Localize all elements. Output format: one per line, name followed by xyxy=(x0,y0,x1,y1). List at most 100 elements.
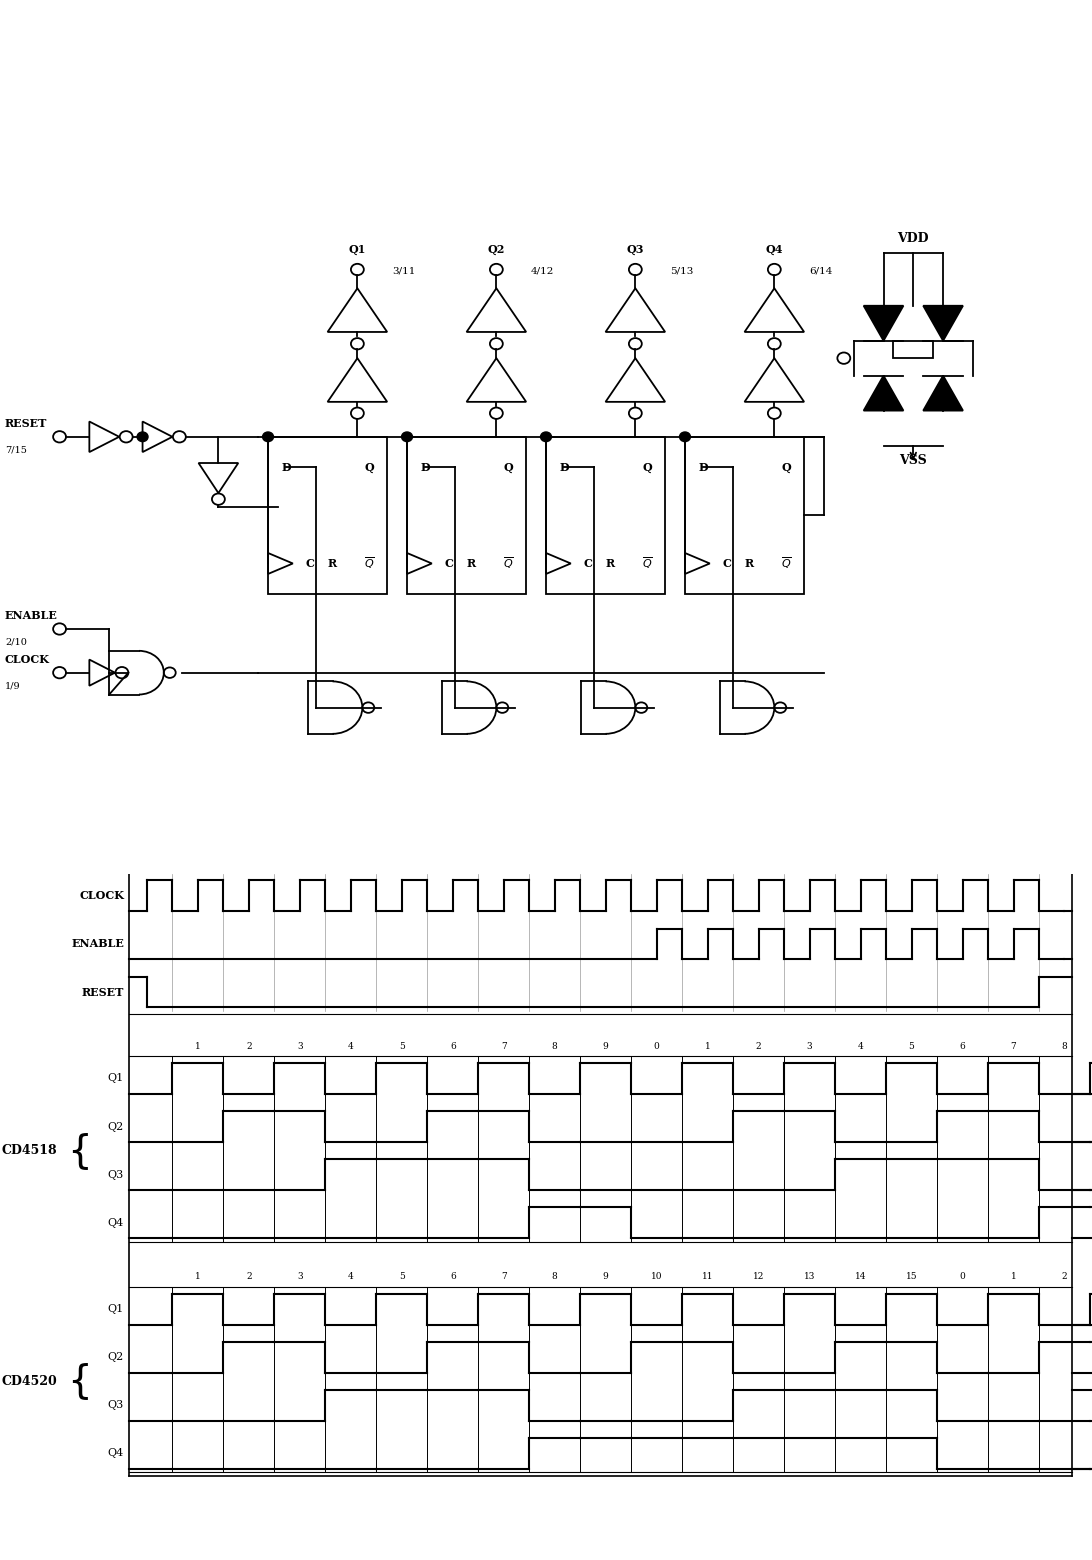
Text: 1: 1 xyxy=(1010,1273,1017,1281)
Text: 5/13: 5/13 xyxy=(670,267,693,275)
Text: $\overline{Q}$: $\overline{Q}$ xyxy=(503,555,513,571)
Text: 4: 4 xyxy=(348,1042,354,1051)
Polygon shape xyxy=(90,421,119,452)
Text: VDD: VDD xyxy=(898,231,929,245)
Text: 5: 5 xyxy=(909,1042,914,1051)
Text: 2: 2 xyxy=(246,1273,251,1281)
Text: 4/12: 4/12 xyxy=(531,267,555,275)
Text: 14: 14 xyxy=(855,1273,866,1281)
Text: Q2: Q2 xyxy=(488,243,506,256)
Circle shape xyxy=(679,432,690,441)
Text: 5: 5 xyxy=(399,1042,405,1051)
Text: 13: 13 xyxy=(804,1273,816,1281)
Text: D: D xyxy=(420,462,429,473)
Text: D: D xyxy=(281,462,290,473)
Polygon shape xyxy=(864,376,903,410)
Text: 3/11: 3/11 xyxy=(392,267,415,275)
Bar xyxy=(546,437,665,594)
Text: 7/15: 7/15 xyxy=(5,446,27,454)
Text: R: R xyxy=(745,558,755,569)
Text: 1/9: 1/9 xyxy=(5,682,21,690)
Circle shape xyxy=(138,432,149,441)
Text: 3: 3 xyxy=(297,1042,302,1051)
Text: Q1: Q1 xyxy=(108,1304,124,1314)
Text: 6: 6 xyxy=(450,1042,455,1051)
Polygon shape xyxy=(864,306,903,340)
Polygon shape xyxy=(90,660,115,686)
Text: 8: 8 xyxy=(551,1042,558,1051)
Text: $\overline{Q}$: $\overline{Q}$ xyxy=(364,555,375,571)
Text: 8: 8 xyxy=(1061,1042,1067,1051)
Text: Q4: Q4 xyxy=(108,1218,124,1228)
Text: Q4: Q4 xyxy=(108,1448,124,1459)
Bar xyxy=(268,437,388,594)
Text: RESET: RESET xyxy=(5,418,47,429)
Text: ENABLE: ENABLE xyxy=(71,939,124,950)
Text: Q: Q xyxy=(503,462,513,473)
Text: 4: 4 xyxy=(857,1042,864,1051)
Text: R: R xyxy=(328,558,337,569)
Text: ENABLE: ENABLE xyxy=(5,610,58,621)
Text: VSS: VSS xyxy=(900,454,927,468)
Text: $\overline{Q}$: $\overline{Q}$ xyxy=(781,555,792,571)
Text: 15: 15 xyxy=(905,1273,917,1281)
Text: Q2: Q2 xyxy=(108,1353,124,1362)
Text: 7: 7 xyxy=(1010,1042,1017,1051)
Bar xyxy=(407,437,526,594)
Text: C: C xyxy=(583,558,592,569)
Text: 5: 5 xyxy=(399,1273,405,1281)
Text: Q4: Q4 xyxy=(765,243,783,256)
Text: 2: 2 xyxy=(1061,1273,1067,1281)
Text: 1: 1 xyxy=(195,1273,201,1281)
Circle shape xyxy=(541,432,551,441)
Circle shape xyxy=(402,432,413,441)
Text: CLOCK: CLOCK xyxy=(5,654,50,665)
Text: R: R xyxy=(467,558,476,569)
Text: 8: 8 xyxy=(551,1273,558,1281)
Text: Q1: Q1 xyxy=(348,243,366,256)
Text: Q: Q xyxy=(642,462,652,473)
Text: Q: Q xyxy=(365,462,375,473)
Text: CLOCK: CLOCK xyxy=(80,891,124,902)
Text: 7: 7 xyxy=(501,1042,507,1051)
Text: 2: 2 xyxy=(246,1042,251,1051)
Text: $\overline{Q}$: $\overline{Q}$ xyxy=(642,555,653,571)
Text: RESET: RESET xyxy=(82,986,124,997)
Text: {: { xyxy=(67,1362,92,1401)
Text: 11: 11 xyxy=(702,1273,713,1281)
Text: CD4518: CD4518 xyxy=(2,1143,58,1158)
Text: Q2: Q2 xyxy=(108,1122,124,1131)
Text: Q1: Q1 xyxy=(108,1073,124,1084)
Bar xyxy=(685,437,804,594)
Text: 1: 1 xyxy=(704,1042,711,1051)
Text: 9: 9 xyxy=(603,1273,608,1281)
Polygon shape xyxy=(199,463,238,493)
Circle shape xyxy=(262,432,273,441)
Text: 3: 3 xyxy=(807,1042,812,1051)
Text: Q3: Q3 xyxy=(627,243,644,256)
Text: Q3: Q3 xyxy=(108,1170,124,1179)
Text: 0: 0 xyxy=(960,1273,965,1281)
Text: C: C xyxy=(306,558,314,569)
Bar xyxy=(893,340,934,359)
Text: 7: 7 xyxy=(501,1273,507,1281)
Text: 3: 3 xyxy=(297,1273,302,1281)
Text: C: C xyxy=(722,558,732,569)
Text: Q: Q xyxy=(782,462,791,473)
Text: CD4520: CD4520 xyxy=(2,1374,58,1388)
Text: 1: 1 xyxy=(195,1042,201,1051)
Text: 10: 10 xyxy=(651,1273,663,1281)
Text: 12: 12 xyxy=(753,1273,764,1281)
Text: D: D xyxy=(698,462,708,473)
Text: {: { xyxy=(67,1131,92,1170)
Text: 9: 9 xyxy=(603,1042,608,1051)
Text: 2/10: 2/10 xyxy=(5,638,27,646)
Polygon shape xyxy=(923,306,963,340)
Text: 6/14: 6/14 xyxy=(809,267,832,275)
Text: 0: 0 xyxy=(654,1042,660,1051)
Polygon shape xyxy=(143,421,173,452)
Text: Q3: Q3 xyxy=(108,1401,124,1410)
Text: 6: 6 xyxy=(960,1042,965,1051)
Polygon shape xyxy=(923,376,963,410)
Text: D: D xyxy=(559,462,569,473)
